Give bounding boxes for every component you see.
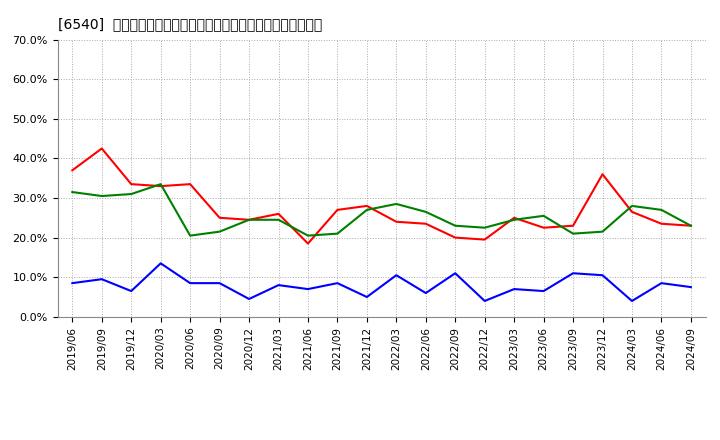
売上債権: [539, 225, 548, 231]
在庫: [451, 271, 459, 276]
売上債権: [687, 223, 696, 228]
在庫: [274, 282, 283, 288]
在庫: [657, 281, 666, 286]
買入債務: [68, 189, 76, 194]
売上債権: [569, 223, 577, 228]
売上債権: [628, 209, 636, 214]
買入債務: [333, 231, 342, 236]
在庫: [480, 298, 489, 304]
買入債務: [628, 203, 636, 209]
在庫: [421, 290, 430, 296]
売上債権: [274, 211, 283, 216]
Line: 売上債権: 売上債権: [72, 148, 691, 243]
在庫: [245, 297, 253, 302]
買入債務: [480, 225, 489, 231]
売上債権: [363, 203, 372, 209]
売上債権: [245, 217, 253, 222]
Line: 買入債務: 買入債務: [72, 184, 691, 235]
買入債務: [421, 209, 430, 214]
Text: [6540]  売上債権、在庫、買入債務の総資産に対する比率の推移: [6540] 売上債権、在庫、買入債務の総資産に対する比率の推移: [58, 18, 322, 32]
在庫: [539, 289, 548, 294]
売上債権: [451, 235, 459, 240]
売上債権: [304, 241, 312, 246]
買入債務: [687, 223, 696, 228]
売上債権: [598, 172, 607, 177]
買入債務: [510, 217, 518, 222]
買入債務: [569, 231, 577, 236]
買入債務: [598, 229, 607, 234]
買入債務: [539, 213, 548, 218]
買入債務: [127, 191, 135, 197]
在庫: [569, 271, 577, 276]
売上債権: [510, 215, 518, 220]
売上債権: [156, 183, 165, 189]
在庫: [156, 260, 165, 266]
在庫: [68, 281, 76, 286]
売上債権: [68, 168, 76, 173]
買入債務: [363, 207, 372, 213]
買入債務: [245, 217, 253, 222]
売上債権: [480, 237, 489, 242]
在庫: [127, 289, 135, 294]
在庫: [363, 294, 372, 300]
売上債権: [215, 215, 224, 220]
売上債権: [97, 146, 106, 151]
売上債権: [657, 221, 666, 226]
在庫: [510, 286, 518, 292]
在庫: [304, 286, 312, 292]
Line: 在庫: 在庫: [72, 263, 691, 301]
買入債務: [657, 207, 666, 213]
買入債務: [215, 229, 224, 234]
売上債権: [333, 207, 342, 213]
在庫: [628, 298, 636, 304]
売上債権: [392, 219, 400, 224]
買入債務: [156, 181, 165, 187]
在庫: [392, 272, 400, 278]
在庫: [687, 284, 696, 290]
売上債権: [421, 221, 430, 226]
買入債務: [392, 201, 400, 206]
売上債権: [127, 181, 135, 187]
在庫: [97, 276, 106, 282]
売上債権: [186, 181, 194, 187]
在庫: [186, 281, 194, 286]
買入債務: [451, 223, 459, 228]
在庫: [215, 281, 224, 286]
在庫: [598, 272, 607, 278]
買入債務: [97, 193, 106, 198]
在庫: [333, 281, 342, 286]
買入債務: [274, 217, 283, 222]
買入債務: [186, 233, 194, 238]
買入債務: [304, 233, 312, 238]
